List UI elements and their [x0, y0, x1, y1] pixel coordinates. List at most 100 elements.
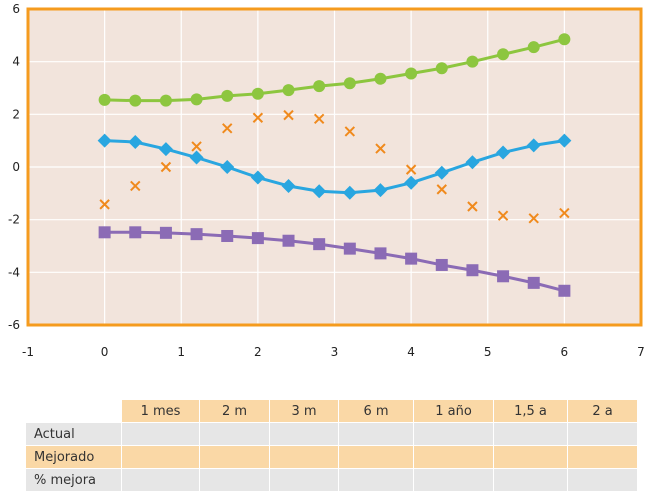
table-cell[interactable] [493, 445, 568, 469]
data-point-square [497, 270, 510, 283]
series-1 [98, 33, 571, 107]
grid-lines [28, 9, 641, 325]
data-point-x [405, 164, 417, 175]
x-tick-label: 2 [254, 345, 262, 359]
data-point-circle [159, 94, 172, 107]
data-point-circle [527, 41, 540, 54]
table-cell[interactable] [199, 445, 270, 469]
series-line [104, 139, 565, 195]
data-point-x [528, 213, 539, 224]
data-point-circle [497, 48, 510, 61]
data-point-square [527, 276, 540, 289]
data-point-square [221, 229, 234, 242]
table-cell[interactable] [121, 468, 200, 492]
col-header-1-mes: 1 mes [121, 399, 200, 423]
data-point-diamond [557, 133, 572, 148]
y-tick-label: -6 [8, 318, 20, 332]
data-point-x [160, 161, 172, 173]
table-cell[interactable] [269, 468, 339, 492]
table-cell[interactable] [199, 422, 270, 446]
data-point-x [375, 143, 386, 154]
table-cell[interactable] [269, 445, 339, 469]
data-point-square [190, 228, 203, 241]
y-tick-label: 6 [12, 2, 20, 16]
data-point-diamond [312, 184, 327, 199]
x-tick-label: 3 [331, 345, 339, 359]
data-point-circle [251, 87, 264, 100]
series-line [104, 37, 565, 103]
table-corner [25, 399, 122, 423]
data-point-square [558, 284, 571, 297]
data-point-x [313, 113, 325, 125]
table-cell[interactable] [199, 468, 270, 492]
data-point-circle [374, 72, 387, 85]
x-tick-label: 0 [101, 345, 109, 359]
y-tick-label: 2 [12, 107, 20, 121]
row-label-actual: Actual [25, 422, 122, 446]
table-cell[interactable] [269, 422, 339, 446]
table-cell[interactable] [493, 468, 568, 492]
table-cell[interactable] [338, 422, 414, 446]
data-point-circle [98, 93, 111, 106]
data-point-x [222, 123, 233, 134]
col-header-3-m: 3 m [269, 399, 339, 423]
series-line [104, 230, 565, 293]
table-cell[interactable] [338, 445, 414, 469]
table-row-actual: Actual [25, 422, 638, 446]
data-point-x [252, 112, 264, 123]
x-tick-label: -1 [22, 345, 34, 359]
x-tick-label: 5 [484, 345, 492, 359]
data-point-circle [343, 77, 356, 90]
table-row-mejora: % mejora [25, 468, 638, 492]
data-point-x [467, 201, 478, 212]
series-3 [99, 109, 570, 224]
axis-ticks: -1 0 1 2 3 4 5 6 7 6 4 2 0 -2 -4 -6 [8, 2, 645, 359]
row-label-mejora: % mejora [25, 468, 122, 492]
row-label-mejorado: Mejorado [25, 445, 122, 469]
plot-frame [26, 7, 643, 327]
table-cell[interactable] [567, 445, 638, 469]
data-point-diamond [158, 142, 173, 157]
table-cell[interactable] [413, 422, 494, 446]
data-point-diamond [250, 170, 265, 185]
y-tick-label: -4 [8, 265, 20, 279]
table-cell[interactable] [121, 422, 200, 446]
data-point-x [283, 109, 294, 121]
data-point-diamond [465, 155, 480, 170]
data-point-circle [221, 89, 234, 102]
table-cell[interactable] [493, 422, 568, 446]
data-point-square [98, 226, 111, 239]
data-point-square [405, 252, 418, 265]
data-point-circle [558, 33, 571, 46]
col-header-1-5-a: 1,5 a [493, 399, 568, 423]
data-point-circle [405, 67, 418, 80]
data-point-diamond [281, 178, 296, 193]
col-header-2-m: 2 m [199, 399, 270, 423]
table-cell[interactable] [413, 468, 494, 492]
data-point-diamond [342, 185, 357, 200]
table-cell[interactable] [413, 445, 494, 469]
data-point-circle [435, 62, 448, 75]
data-point-square [343, 242, 356, 255]
table-cell[interactable] [121, 445, 200, 469]
data-point-diamond [496, 145, 511, 160]
series-layer [97, 33, 572, 297]
data-point-square [282, 234, 295, 247]
table-cell[interactable] [338, 468, 414, 492]
data-point-diamond [373, 183, 388, 198]
data-point-circle [129, 94, 142, 107]
data-point-diamond [220, 160, 235, 174]
table-cell[interactable] [567, 422, 638, 446]
x-tick-label: 4 [407, 345, 415, 359]
data-point-square [251, 232, 264, 245]
table-cell[interactable] [567, 468, 638, 492]
data-point-x [559, 207, 570, 219]
series-2 [97, 133, 572, 200]
data-point-x [497, 210, 509, 221]
y-tick-label: -2 [8, 213, 20, 227]
data-table: 1 mes 2 m 3 m 6 m 1 año 1,5 a 2 a Actual… [25, 399, 638, 492]
data-point-diamond [434, 165, 449, 180]
data-point-x [436, 184, 447, 195]
x-tick-label: 6 [561, 345, 569, 359]
col-header-6-m: 6 m [338, 399, 414, 423]
